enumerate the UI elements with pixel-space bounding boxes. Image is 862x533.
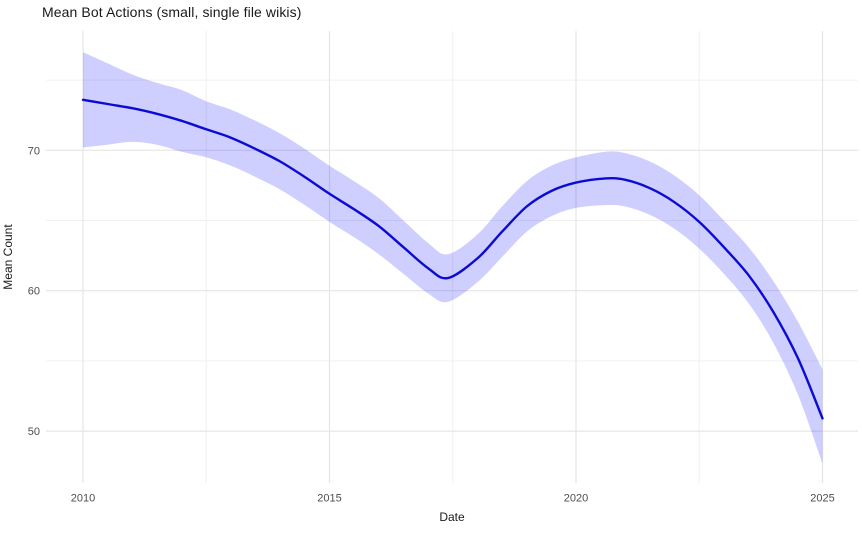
x-tick-label: 2015 bbox=[317, 493, 341, 505]
y-tick-label: 50 bbox=[28, 426, 40, 438]
y-tick-label: 70 bbox=[28, 145, 40, 157]
x-tick-label: 2025 bbox=[810, 493, 834, 505]
chart-title: Mean Bot Actions (small, single file wik… bbox=[42, 4, 302, 20]
x-tick-label: 2010 bbox=[71, 493, 95, 505]
x-axis-title: Date bbox=[439, 510, 465, 524]
x-tick-label: 2020 bbox=[564, 493, 588, 505]
y-axis-title: Mean Count bbox=[1, 224, 15, 290]
y-tick-label: 60 bbox=[28, 286, 40, 298]
smoothed-mean-line bbox=[81, 98, 824, 420]
